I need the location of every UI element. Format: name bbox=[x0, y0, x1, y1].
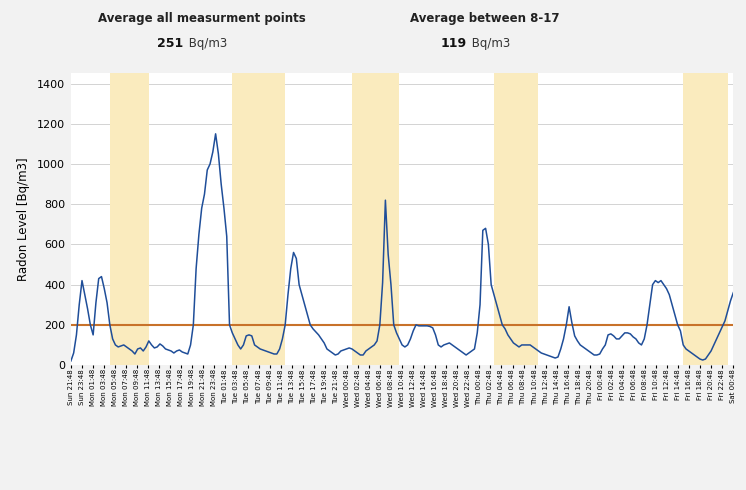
Bar bbox=[683, 74, 728, 365]
Text: Bq/m3: Bq/m3 bbox=[468, 37, 511, 50]
Bar bbox=[494, 74, 539, 365]
Text: 251: 251 bbox=[157, 37, 183, 50]
Bar bbox=[110, 74, 148, 365]
Y-axis label: Radon Level [Bq/m3]: Radon Level [Bq/m3] bbox=[17, 157, 31, 281]
Text: Average between 8-17: Average between 8-17 bbox=[410, 12, 560, 24]
Text: 119: 119 bbox=[440, 37, 466, 50]
Bar bbox=[232, 74, 285, 365]
Bar bbox=[352, 74, 399, 365]
Text: Average all measurment points: Average all measurment points bbox=[98, 12, 305, 24]
Text: Bq/m3: Bq/m3 bbox=[185, 37, 228, 50]
